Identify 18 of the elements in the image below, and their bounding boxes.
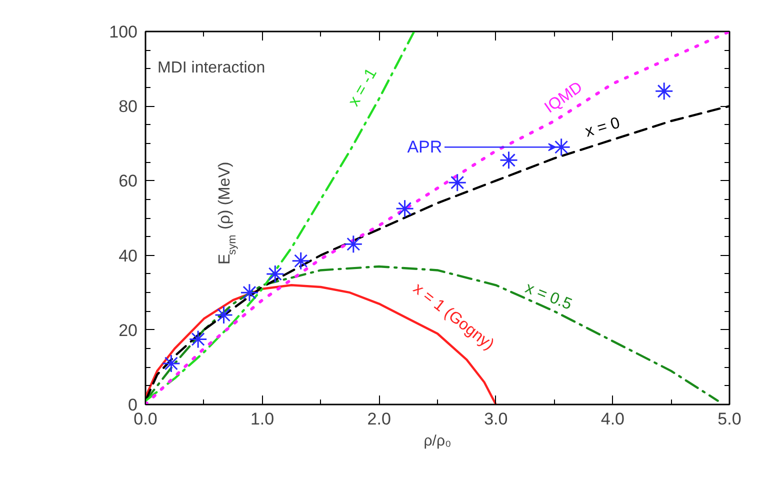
x-tick-label: 0.0 (134, 410, 158, 428)
annotation: MDI interaction (158, 60, 266, 76)
y-tick-label: 20 (118, 320, 138, 340)
x-tick-label: 3.0 (484, 410, 508, 428)
text: x = 0 (583, 114, 622, 141)
y-tick-label: 100 (109, 22, 138, 42)
x-tick-label: 1.0 (250, 410, 274, 428)
y-tick-label: 60 (118, 172, 138, 191)
x-tick-label: 5.0 (718, 410, 742, 428)
text: x = -1 (345, 66, 380, 110)
y-tick-label: 80 (118, 97, 138, 116)
y-axis-title: Esym (ρ) (MeV) (216, 162, 238, 264)
y-tick-label: 40 (118, 246, 138, 266)
x-tick-label: 4.0 (600, 410, 625, 428)
text: x = 0.5 (522, 280, 574, 314)
x-tick-label: 2.0 (367, 410, 391, 428)
series-label: APR (407, 138, 442, 157)
x-axis-title: ρ/ρ₀ (424, 432, 452, 450)
